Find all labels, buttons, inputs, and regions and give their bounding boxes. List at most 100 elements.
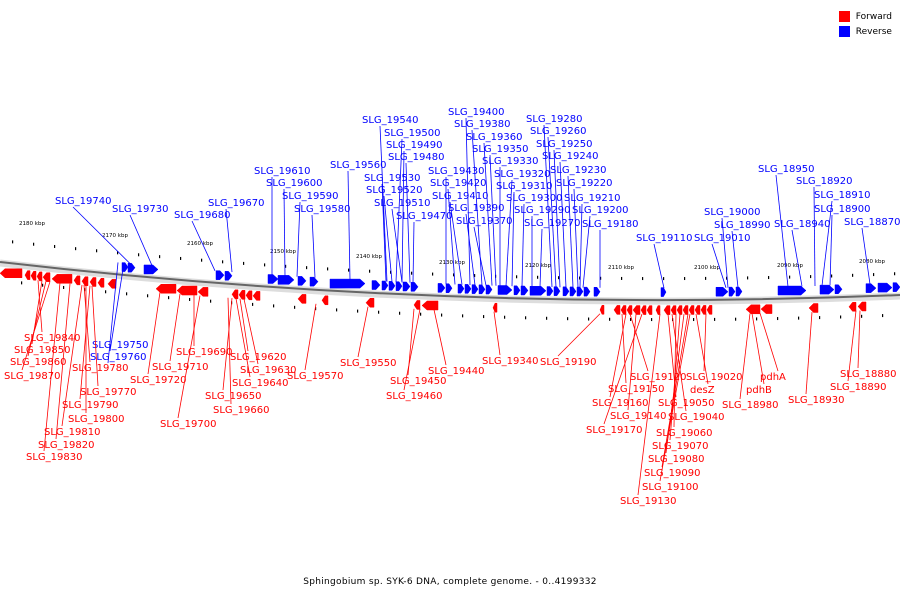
forward-gene-arrow <box>365 298 375 308</box>
reverse-gene-label: SLG_19320 <box>494 169 550 180</box>
forward-gene-arrow <box>245 290 253 301</box>
reverse-gene-arrow <box>735 286 743 297</box>
gene-label-leader <box>629 313 649 372</box>
gene-label-leader <box>107 262 119 364</box>
scale-tick-mark <box>525 316 527 320</box>
forward-gene-arrow <box>848 302 857 312</box>
scale-tick-mark <box>579 276 581 280</box>
forward-gene-arrow <box>700 305 707 315</box>
scale-tick-mark <box>75 247 77 251</box>
forward-gene-label: SLG_19140 <box>610 411 666 422</box>
forward-gene-arrow <box>89 277 97 287</box>
scale-tick-label: 2160 kbp <box>187 241 213 247</box>
forward-gene-arrow <box>51 274 73 284</box>
scale-tick-mark <box>243 261 245 265</box>
gene-label-leader <box>311 214 316 278</box>
scale-tick-label: 2170 kbp <box>102 233 128 239</box>
scale-tick-label: 2140 kbp <box>356 254 382 260</box>
reverse-gene-arrow <box>277 275 295 285</box>
scale-tick-mark <box>138 253 140 257</box>
forward-gene-label: SLG_19150 <box>608 384 664 395</box>
reverse-gene-label: SLG_19230 <box>550 165 606 176</box>
forward-gene-arrow <box>413 300 421 310</box>
gene-label-leader <box>225 208 233 273</box>
forward-gene-label: pdhB <box>746 385 772 396</box>
forward-gene-label: SLG_19720 <box>130 375 186 386</box>
scale-tick-label: 2120 kbp <box>525 263 551 269</box>
forward-gene-arrow <box>694 305 701 315</box>
forward-gene-arrow <box>231 289 239 300</box>
reverse-gene-arrow <box>471 284 479 294</box>
reverse-gene-label: SLG_19310 <box>496 181 552 192</box>
forward-gene-label: SLG_19640 <box>232 378 288 389</box>
scale-tick-mark <box>411 271 413 275</box>
reverse-gene-label: SLG_19740 <box>55 196 111 207</box>
reverse-gene-arrow <box>410 282 419 292</box>
reverse-gene-arrow <box>395 281 403 291</box>
gene-label-leader <box>711 243 727 288</box>
scale-tick-mark <box>684 277 686 281</box>
scale-tick-mark <box>588 317 590 321</box>
gene-label-leader <box>579 203 583 288</box>
scale-tick-mark <box>567 317 569 321</box>
reverse-gene-label: SLG_19540 <box>362 115 418 126</box>
scale-tick-mark <box>609 317 611 321</box>
gene-label-leader <box>489 154 497 286</box>
reverse-gene-label: SLG_18870 <box>844 217 900 228</box>
scale-tick-mark <box>222 260 224 264</box>
forward-gene-label: SLG_19170 <box>586 425 642 436</box>
gene-label-leader <box>129 214 153 266</box>
gene-labels: SLG_19740SLG_19730SLG_19680SLG_19670SLG_… <box>4 107 900 507</box>
gene-label-leader <box>405 162 411 283</box>
forward-gene-arrow <box>297 294 307 304</box>
forward-gene-label: SLG_19820 <box>38 440 94 451</box>
reverse-gene-label: SLG_19400 <box>448 107 504 118</box>
reverse-gene-label: SLG_19220 <box>556 178 612 189</box>
reverse-gene-arrow <box>309 276 319 287</box>
gene-label-leader <box>222 298 233 391</box>
gene-label-leader <box>357 306 369 358</box>
forward-gene-arrow <box>670 305 677 315</box>
gene-label-leader <box>465 213 476 286</box>
scale-tick-mark <box>705 276 707 280</box>
forward-gene-arrow <box>421 300 439 311</box>
forward-gene-label: SLG_19120 <box>630 372 686 383</box>
gene-label-leader <box>43 282 61 452</box>
reverse-gene-label: SLG_19180 <box>582 219 638 230</box>
scale-tick-mark <box>537 275 539 279</box>
forward-gene-arrow <box>632 305 641 315</box>
scale-tick-mark <box>357 309 359 313</box>
gene-label-leader <box>669 314 681 441</box>
scale-tick-mark <box>642 277 644 281</box>
reverse-gene-label: SLG_19730 <box>112 204 168 215</box>
scale-tick-mark <box>558 276 560 280</box>
gene-label-leader <box>395 138 403 283</box>
reverse-gene-label: SLG_19520 <box>366 185 422 196</box>
scale-tick-mark <box>831 274 833 278</box>
gene-label-leader <box>72 206 131 264</box>
gene-label-leader <box>557 313 601 357</box>
reverse-gene-arrow <box>127 262 136 273</box>
scale-tick-mark <box>42 283 44 287</box>
scale-tick-mark <box>735 317 737 321</box>
reverse-gene-label: SLG_18910 <box>814 190 870 201</box>
forward-gene-label: SLG_19130 <box>620 496 676 507</box>
reverse-gene-arrow <box>777 285 807 296</box>
gene-label-leader <box>521 203 525 287</box>
scale-tick-mark <box>756 317 758 321</box>
gene-label-leader <box>304 303 317 371</box>
forward-gene-label: SLG_19440 <box>428 366 484 377</box>
reverse-gene-arrow <box>576 286 584 297</box>
forward-gene-label: desZ <box>690 385 715 396</box>
scale-tick-mark <box>432 272 434 276</box>
gene-label-leader <box>55 283 71 440</box>
reverse-gene-arrow <box>529 286 547 296</box>
forward-gene-label: SLG_19620 <box>230 352 286 363</box>
reverse-gene-arrow <box>728 286 736 297</box>
forward-gene-label: SLG_19650 <box>205 391 261 402</box>
gene-label-leader <box>493 311 501 356</box>
scale-tick-mark <box>96 249 98 253</box>
reverse-gene-label: SLG_19300 <box>506 193 562 204</box>
gene-label-leader <box>21 281 51 371</box>
scale-tick-label: 2100 kbp <box>694 265 720 271</box>
